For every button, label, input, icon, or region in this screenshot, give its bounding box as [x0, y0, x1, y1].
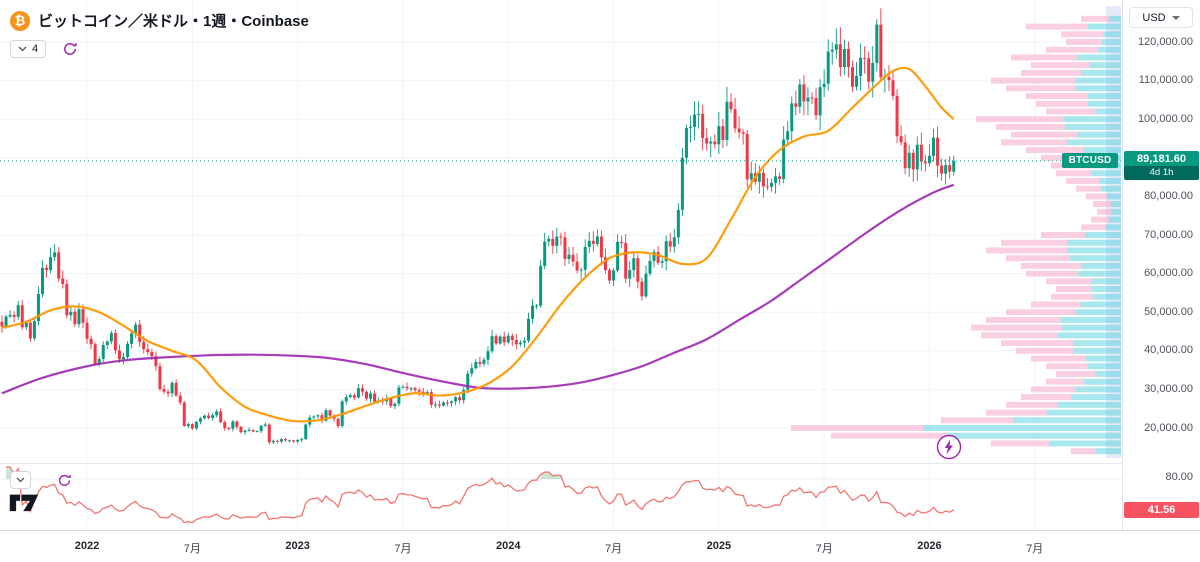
time-axis-label: 2025: [706, 540, 732, 552]
rsi-value-badge: 41.56: [1124, 502, 1199, 518]
chevron-down-icon: [16, 477, 25, 483]
price-tick-label: 40,000.00: [1144, 344, 1193, 357]
time-axis-label: 2024: [496, 540, 521, 552]
price-chart-canvas[interactable]: [0, 0, 1122, 463]
rsi-line: [6, 466, 955, 524]
volume-profile: [791, 15, 1121, 455]
rsi-collapse-button[interactable]: [10, 471, 31, 489]
auto-refresh-icon[interactable]: [57, 473, 72, 488]
ma-fast-line: [1, 66, 955, 423]
candlesticks: [0, 8, 956, 445]
price-axis[interactable]: USD 120,000.00110,000.00100,000.0090,000…: [1122, 0, 1200, 530]
price-tick-label: 100,000.00: [1137, 112, 1193, 125]
price-tick-label: 70,000.00: [1144, 228, 1193, 241]
price-tick-label: 20,000.00: [1144, 421, 1193, 434]
rsi-axis-label: 80.00: [1165, 471, 1193, 483]
price-tick-label: 50,000.00: [1144, 305, 1193, 318]
lightning-bolt-icon[interactable]: [936, 434, 962, 460]
time-axis-label: 7月: [604, 543, 623, 555]
price-tick-label: 80,000.00: [1144, 189, 1193, 202]
time-axis-label: 2023: [285, 540, 310, 552]
time-axis-label: 7月: [394, 543, 412, 555]
price-tick-label: 30,000.00: [1144, 382, 1193, 395]
price-tick-label: 60,000.00: [1144, 267, 1193, 280]
time-axis-label: 2026: [917, 540, 942, 552]
last-price-badge: 89,181.60 4d 1h: [1124, 150, 1199, 180]
rsi-pane-controls: [10, 471, 72, 489]
rsi-indicator-pane: [0, 463, 1122, 530]
caret-down-icon: [1171, 15, 1180, 20]
ma-slow-line: [1, 183, 955, 395]
chevron-down-icon: [18, 46, 27, 52]
bar-countdown: 4d 1h: [1124, 165, 1199, 180]
time-axis[interactable]: 2022 7月 2023 7月 2024 7月 2025 7月 2026 7月: [0, 530, 1200, 562]
auto-refresh-icon[interactable]: [62, 41, 78, 57]
price-line-symbol-label: BTCUSD: [1062, 153, 1118, 169]
bitcoin-icon: ₿: [10, 10, 30, 31]
time-axis-label: 7月: [183, 543, 201, 555]
rsi-overbought-fill: [540, 472, 561, 479]
time-axis-label: 7月: [1026, 543, 1044, 555]
price-tick-label: 110,000.00: [1138, 74, 1193, 87]
last-price-value: 89,181.60: [1124, 150, 1199, 166]
indicators-collapse-button[interactable]: 4: [10, 40, 47, 58]
symbol-title[interactable]: ビットコイン／米ドル・1週・Coinbase: [38, 13, 309, 30]
symbol-legend: ₿ ビットコイン／米ドル・1週・Coinbase: [10, 10, 309, 31]
rsi-chart-canvas[interactable]: [0, 464, 1122, 530]
currency-dropdown-value: USD: [1142, 11, 1166, 24]
price-tick-label: 120,000.00: [1137, 35, 1193, 48]
time-axis-label: 2022: [74, 540, 100, 552]
currency-dropdown[interactable]: USD: [1129, 7, 1193, 28]
tradingview-logo[interactable]: [9, 493, 39, 512]
indicator-count: 4: [32, 43, 39, 55]
time-axis-label: 7月: [815, 543, 833, 555]
legend-controls: 4: [10, 40, 78, 58]
